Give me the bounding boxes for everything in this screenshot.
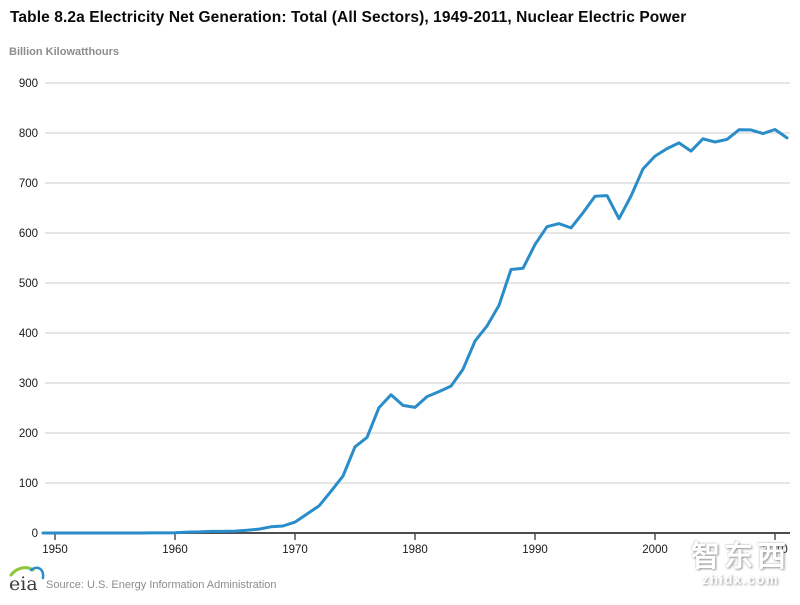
y-tick-label: 900	[19, 78, 38, 90]
y-tick-label: 0	[32, 528, 38, 540]
x-tick-label: 1950	[42, 544, 68, 556]
y-tick-label: 400	[19, 328, 38, 340]
y-tick-label: 500	[19, 278, 38, 290]
source-text: Source: U.S. Energy Information Administ…	[46, 579, 277, 591]
watermark-cn-text: 智东西	[690, 541, 790, 573]
x-tick-label: 2010	[762, 544, 788, 556]
x-tick-label: 1960	[162, 544, 188, 556]
y-tick-label: 100	[19, 478, 38, 490]
watermark-domain-text: zhidx.com	[701, 571, 780, 587]
x-tick-label: 1980	[402, 544, 428, 556]
x-tick-label: 1970	[282, 544, 308, 556]
x-tick-label: 2000	[642, 544, 668, 556]
y-axis-unit-label: Billion Kilowatthours	[9, 46, 119, 58]
watermark: 智东西 zhidx.com	[690, 541, 790, 587]
y-tick-label: 800	[19, 128, 38, 140]
y-tick-label: 300	[19, 378, 38, 390]
y-tick-label: 200	[19, 428, 38, 440]
y-tick-label: 600	[19, 228, 38, 240]
eia-logo: eia	[9, 566, 45, 595]
y-tick-label: 700	[19, 178, 38, 190]
data-line-nuclear	[41, 128, 789, 535]
eia-logo-blue-arc	[29, 566, 45, 580]
x-tick-label: 1990	[522, 544, 548, 556]
chart-title: Table 8.2a Electricity Net Generation: T…	[10, 9, 687, 26]
eia-logo-text: eia	[9, 573, 38, 595]
